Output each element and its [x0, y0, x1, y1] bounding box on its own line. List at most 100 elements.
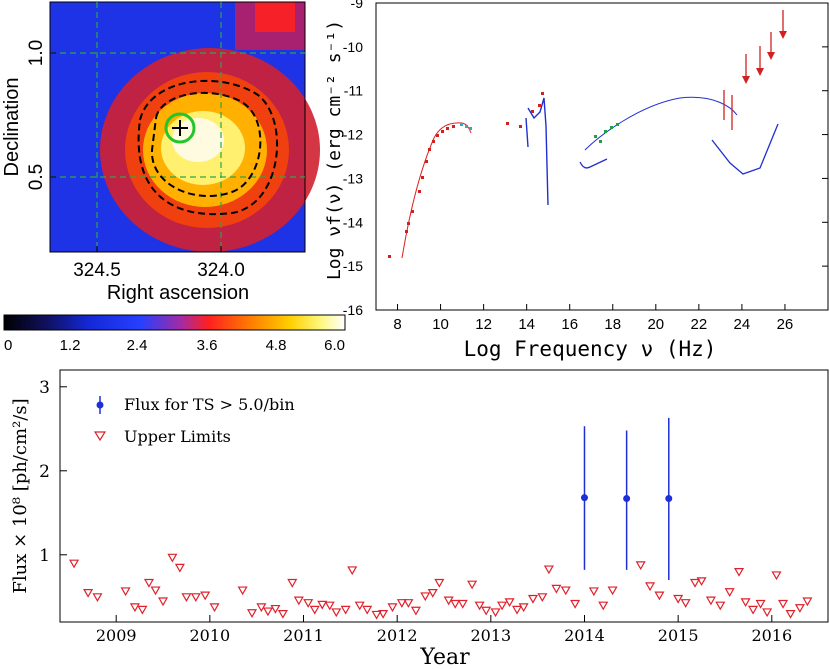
- sed-ytick-label: -14: [343, 214, 363, 230]
- sed-xray-points: [594, 123, 619, 143]
- colorbar-tick-label: 6.0: [324, 337, 345, 354]
- sed-point: [411, 210, 414, 213]
- upper-limit-marker: [396, 599, 407, 608]
- upper-limit-marker: [143, 578, 155, 588]
- lc-xtick-label: 2016: [751, 626, 792, 645]
- upper-limit-marker: [270, 604, 281, 614]
- sed-point: [388, 255, 391, 258]
- lc-xtick-label: 2012: [377, 626, 418, 645]
- upper-limit-marker: [69, 559, 80, 569]
- lc-xticks: 2009 2010 2011 2012 2013 2014 2015 2016: [96, 615, 792, 645]
- sed-point: [405, 230, 408, 233]
- upper-limit-marker: [331, 608, 342, 618]
- sed-ytick-label: -13: [343, 170, 363, 186]
- sed-xaxis-title: Log Frequency ν (Hz): [464, 337, 717, 361]
- sed-optical-points: [506, 92, 544, 128]
- upper-limit-marker: [467, 580, 478, 590]
- flux-point: [623, 495, 631, 503]
- upper-limit-marker: [794, 604, 805, 613]
- upper-limit-marker: [403, 599, 414, 608]
- sed-point: [541, 92, 544, 95]
- sed-frame: [375, 2, 829, 311]
- sed-point: [599, 140, 602, 143]
- legend: Flux for TS > 5.0/bin Upper Limits: [93, 395, 295, 446]
- sed-ul-arrowhead: [779, 31, 787, 39]
- upper-limit-marker: [705, 596, 716, 606]
- upper-limit-marker: [324, 601, 335, 611]
- sed-xray-template: [579, 158, 608, 169]
- lc-xtick-label: 2010: [189, 626, 230, 645]
- upper-limit-marker: [309, 605, 320, 615]
- sed-gamma-template: [711, 123, 779, 175]
- sed-point: [428, 148, 431, 151]
- sed-point: [436, 134, 439, 137]
- upper-limit-marker: [724, 588, 735, 597]
- upper-limit-marker: [120, 587, 131, 597]
- colorbar-tick-label: 4.8: [266, 337, 287, 354]
- upper-limit-marker: [450, 599, 461, 609]
- upper-limit-marker: [157, 597, 169, 607]
- lc-xaxis-title: Year: [419, 645, 470, 669]
- upper-limit-marker: [410, 606, 421, 616]
- sed-synchrotron-model-left: [401, 122, 472, 259]
- sed-ir-points: [460, 123, 472, 130]
- upper-limit-marker: [474, 601, 485, 611]
- ts-xtick-label: 324.5: [73, 260, 121, 281]
- sed-point: [418, 190, 421, 193]
- upper-limit-marker: [680, 599, 691, 608]
- upper-limit-marker: [340, 605, 351, 615]
- sed-xtick-label: 10: [432, 316, 449, 333]
- upper-limit-marker: [696, 577, 707, 587]
- upper-limit-marker: [551, 584, 562, 594]
- sed-point: [594, 135, 597, 138]
- sed-point: [531, 110, 534, 113]
- upper-limit-marker: [92, 593, 103, 603]
- lc-xtick-label: 2009: [96, 626, 137, 645]
- sed-point: [460, 123, 463, 126]
- upper-limit-marker: [181, 593, 192, 603]
- lc-ytick-label: 2: [39, 462, 50, 482]
- upper-limit-series: [69, 553, 813, 620]
- upper-limit-marker: [607, 586, 618, 596]
- sed-ul-arrowhead: [756, 68, 764, 76]
- ts-contour-inner: [150, 91, 262, 197]
- upper-limit-marker: [560, 586, 571, 596]
- sed-optical-template: [527, 97, 549, 206]
- upper-limit-marker: [598, 601, 609, 611]
- ts-ytick-label: 0.5: [26, 164, 47, 190]
- lightcurve-panel: 2009 2010 2011 2012 2013 2014 2015 2016 1 2 3 Yea…: [10, 369, 829, 669]
- upper-limit-marker: [237, 586, 248, 596]
- sed-point: [506, 122, 509, 125]
- sed-point: [441, 130, 444, 133]
- upper-limit-marker: [137, 605, 148, 615]
- upper-limit-marker: [293, 596, 304, 606]
- sed-ytick-label: -11: [344, 83, 363, 99]
- lc-yaxis-title: Flux × 10⁸ [ph/cm²/s]: [10, 398, 31, 593]
- sed-point: [407, 222, 410, 225]
- upper-limit-marker: [748, 605, 759, 615]
- upper-limit-marker: [755, 599, 766, 609]
- upper-limit-marker: [200, 591, 211, 601]
- sed-point: [432, 140, 435, 143]
- sed-xtick-label: 20: [647, 316, 664, 333]
- upper-limit-marker: [512, 605, 523, 615]
- sed-point: [452, 125, 455, 128]
- lc-xtick-label: 2011: [283, 626, 324, 645]
- upper-limit-marker: [209, 603, 220, 613]
- upper-limit-marker: [504, 598, 515, 608]
- sed-xtick-label: 18: [604, 316, 621, 333]
- upper-limit-marker: [434, 578, 445, 588]
- upper-limit-marker: [457, 599, 468, 609]
- upper-limit-marker: [490, 608, 501, 618]
- colorbar-tick-label: 2.4: [127, 337, 148, 354]
- sed-ytick-label: -15: [343, 258, 363, 274]
- upper-limit-marker: [190, 593, 201, 603]
- upper-limit-marker: [715, 601, 726, 611]
- upper-limit-marker: [570, 599, 581, 609]
- lc-xtick-label: 2014: [564, 626, 605, 645]
- upper-limit-marker: [420, 592, 431, 602]
- colorbar-tick-label: 3.6: [197, 337, 218, 354]
- lightcurve-frame: [59, 369, 829, 623]
- lc-xtick-label: 2013: [470, 626, 511, 645]
